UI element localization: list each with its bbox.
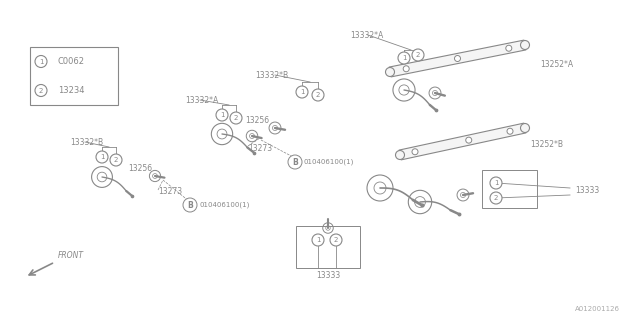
Text: 13252*B: 13252*B <box>530 140 563 148</box>
Circle shape <box>216 109 228 121</box>
Text: 1: 1 <box>39 59 44 65</box>
Circle shape <box>466 137 472 143</box>
FancyBboxPatch shape <box>296 226 360 268</box>
Polygon shape <box>399 123 526 160</box>
Text: 2: 2 <box>234 115 238 121</box>
Text: 1: 1 <box>100 154 104 160</box>
Circle shape <box>507 128 513 134</box>
Text: 1: 1 <box>402 55 406 61</box>
Circle shape <box>398 52 410 64</box>
Text: 2: 2 <box>494 195 498 201</box>
Text: 13333: 13333 <box>316 270 340 279</box>
Text: 1: 1 <box>316 237 320 243</box>
Text: 010406100(1): 010406100(1) <box>199 202 250 208</box>
Ellipse shape <box>385 68 394 76</box>
Text: 13252*A: 13252*A <box>540 60 573 68</box>
Text: C0062: C0062 <box>58 57 85 66</box>
Circle shape <box>288 155 302 169</box>
Text: 010406100(1): 010406100(1) <box>304 159 355 165</box>
Text: 2: 2 <box>316 92 320 98</box>
Circle shape <box>35 55 47 68</box>
Circle shape <box>230 112 242 124</box>
Circle shape <box>312 89 324 101</box>
Circle shape <box>110 154 122 166</box>
Text: B: B <box>292 157 298 166</box>
Text: 1: 1 <box>300 89 304 95</box>
Text: 13256: 13256 <box>245 116 269 124</box>
Ellipse shape <box>520 124 529 132</box>
Circle shape <box>35 84 47 97</box>
Circle shape <box>403 66 409 72</box>
Text: A012001126: A012001126 <box>575 306 620 312</box>
Circle shape <box>183 198 197 212</box>
Text: 1: 1 <box>493 180 499 186</box>
Ellipse shape <box>520 41 529 50</box>
Circle shape <box>506 45 512 51</box>
Circle shape <box>490 192 502 204</box>
Text: 13333: 13333 <box>575 186 599 195</box>
Text: 13332*B: 13332*B <box>255 70 288 79</box>
Circle shape <box>312 234 324 246</box>
Polygon shape <box>389 40 526 77</box>
Text: 13256: 13256 <box>128 164 152 172</box>
Circle shape <box>412 49 424 61</box>
Circle shape <box>330 234 342 246</box>
Circle shape <box>454 55 461 61</box>
Text: 2: 2 <box>114 157 118 163</box>
Circle shape <box>490 177 502 189</box>
Ellipse shape <box>396 150 404 159</box>
Text: 13332*B: 13332*B <box>70 138 103 147</box>
Text: 13273: 13273 <box>158 188 182 196</box>
Text: 1: 1 <box>220 112 224 118</box>
Text: 13234: 13234 <box>58 86 84 95</box>
Circle shape <box>412 149 418 155</box>
Circle shape <box>296 86 308 98</box>
Text: 2: 2 <box>334 237 338 243</box>
Text: 13273: 13273 <box>248 143 272 153</box>
Text: 2: 2 <box>39 87 43 93</box>
Circle shape <box>96 151 108 163</box>
FancyBboxPatch shape <box>30 47 118 105</box>
Text: 13332*A: 13332*A <box>350 30 383 39</box>
Text: B: B <box>187 201 193 210</box>
Text: FRONT: FRONT <box>58 251 84 260</box>
Text: 13332*A: 13332*A <box>185 95 218 105</box>
Text: 2: 2 <box>416 52 420 58</box>
FancyBboxPatch shape <box>482 170 537 208</box>
